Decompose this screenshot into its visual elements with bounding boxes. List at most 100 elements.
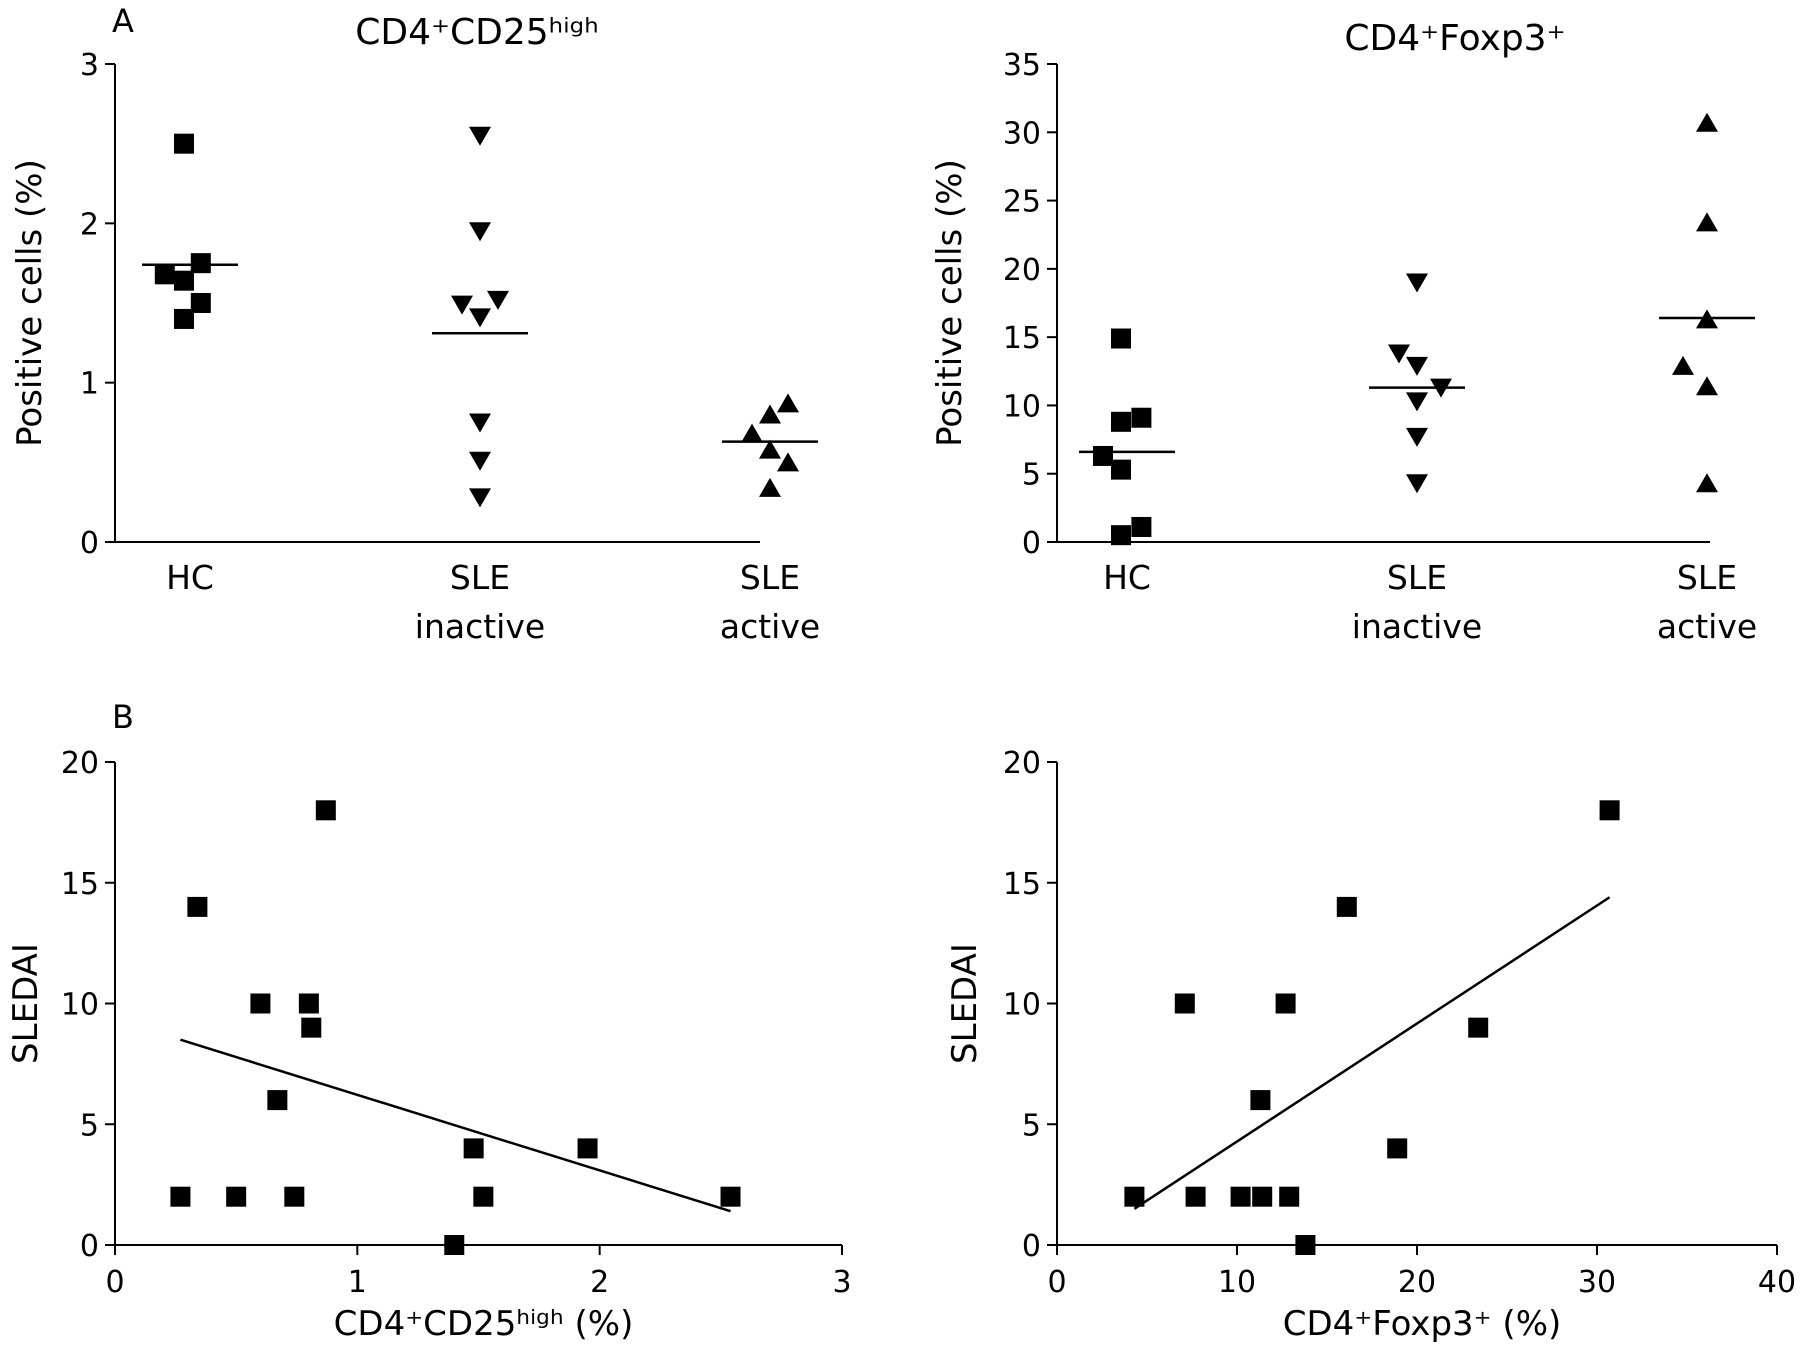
x-tick-label: 3 (832, 1265, 851, 1300)
regression-line (1133, 896, 1611, 1210)
y-tick-label: 3 (80, 48, 99, 83)
y-axis-title: Positive cells (%) (930, 159, 970, 447)
category-label: active (720, 607, 820, 646)
series-triangle-up (722, 393, 818, 497)
y-tick-label: 15 (1003, 867, 1041, 902)
data-point (444, 1235, 465, 1255)
data-point (174, 308, 194, 329)
y-tick-label: 5 (1022, 458, 1041, 493)
data-point (1406, 474, 1428, 494)
y-tick-label: 0 (80, 526, 99, 561)
series-square (142, 133, 238, 329)
data-point (1696, 309, 1718, 329)
data-point (1672, 355, 1694, 375)
data-point (473, 1186, 494, 1207)
data-point (1111, 328, 1131, 349)
data-point (469, 488, 491, 508)
category-label: active (1657, 607, 1757, 646)
y-tick-label: 10 (1003, 988, 1041, 1023)
data-point (487, 290, 509, 310)
data-point (720, 1186, 741, 1207)
data-point (1599, 800, 1620, 821)
panel-letter: B (112, 698, 134, 736)
y-tick-label: 5 (1022, 1108, 1041, 1143)
data-point (1093, 445, 1113, 466)
data-point (174, 133, 194, 154)
data-point (226, 1186, 247, 1207)
y-tick-label: 25 (1003, 185, 1041, 220)
data-point (1279, 1186, 1300, 1207)
series-triangle-down (432, 126, 528, 508)
data-point (469, 413, 491, 433)
chart-panel-4: 0 5 10 15 20 SLEDAI 0 10 20 30 40 CD4⁺Foxp3⁺ (%) (945, 746, 1796, 1344)
data-point (1406, 356, 1428, 376)
y-tick-label: 1 (80, 367, 99, 402)
chart-panel-3: 0 5 10 15 20 SLEDAI B 0 1 2 3 CD4⁺CD25ʰⁱᵍʰ (%) (6, 698, 852, 1344)
data-point (1131, 516, 1152, 537)
y-tick-label: 0 (1022, 1229, 1041, 1264)
data-point (777, 393, 799, 413)
chart-panel-1: 0 1 2 3 Positive cells (%) CD4⁺CD25ʰⁱᵍʰ A HC SLE… (10, 2, 820, 646)
category-label: inactive (1352, 607, 1482, 646)
data-point (1252, 1186, 1273, 1207)
x-tick-label: 0 (105, 1265, 124, 1300)
data-point (1124, 1186, 1145, 1207)
series-points (170, 800, 741, 1255)
y-tick-label: 0 (80, 1229, 99, 1264)
x-axis-title: CD4⁺CD25ʰⁱᵍʰ (%) (334, 1304, 634, 1344)
data-point (1275, 993, 1296, 1014)
data-point (1250, 1090, 1271, 1111)
data-point (284, 1186, 305, 1207)
data-point (1174, 993, 1195, 1014)
data-point (1430, 378, 1452, 398)
data-point (469, 451, 491, 471)
data-point (1131, 407, 1152, 428)
data-point (741, 423, 763, 443)
y-tick-label: 10 (61, 988, 99, 1023)
data-point (154, 264, 175, 285)
category-label: SLE (450, 558, 510, 597)
x-tick-label: 2 (590, 1265, 609, 1300)
data-point (1111, 411, 1131, 432)
y-tick-label: 0 (1022, 526, 1041, 561)
y-tick-label: 20 (1003, 746, 1041, 781)
data-point (1406, 392, 1428, 412)
data-point (759, 439, 781, 459)
category-label: SLE (1677, 558, 1737, 597)
data-point (1696, 212, 1718, 232)
panel-letter: A (112, 2, 134, 40)
x-tick-label: 10 (1218, 1265, 1256, 1300)
data-point (1185, 1186, 1206, 1207)
category-label: inactive (415, 607, 545, 646)
y-axis-title: SLEDAI (945, 943, 985, 1064)
data-point (1111, 525, 1131, 546)
y-tick-label: 30 (1003, 116, 1041, 151)
y-tick-label: 35 (1003, 48, 1041, 83)
data-point (190, 293, 211, 313)
chart-title: CD4⁺Foxp3⁺ (1344, 18, 1565, 59)
x-tick-label: 1 (348, 1265, 367, 1300)
data-point (469, 222, 491, 242)
data-point (1406, 273, 1428, 293)
data-point (298, 993, 319, 1014)
chart-title: CD4⁺CD25ʰⁱᵍʰ (355, 12, 599, 53)
data-point (267, 1090, 288, 1111)
y-tick-label: 15 (61, 867, 99, 902)
category-label: HC (1103, 558, 1151, 597)
y-tick-label: 10 (1003, 389, 1041, 424)
data-point (469, 308, 491, 328)
y-tick-label: 15 (1003, 321, 1041, 356)
data-point (1387, 1138, 1408, 1159)
data-point (469, 126, 491, 146)
category-label: SLE (740, 558, 800, 597)
data-point (759, 477, 781, 497)
category-label: HC (166, 558, 214, 597)
y-axis-title: SLEDAI (6, 943, 46, 1064)
data-point (1336, 896, 1357, 917)
data-point (463, 1138, 484, 1159)
x-tick-label: 30 (1578, 1265, 1616, 1300)
data-point (1295, 1235, 1316, 1255)
data-point (759, 404, 781, 424)
data-point (777, 452, 799, 472)
